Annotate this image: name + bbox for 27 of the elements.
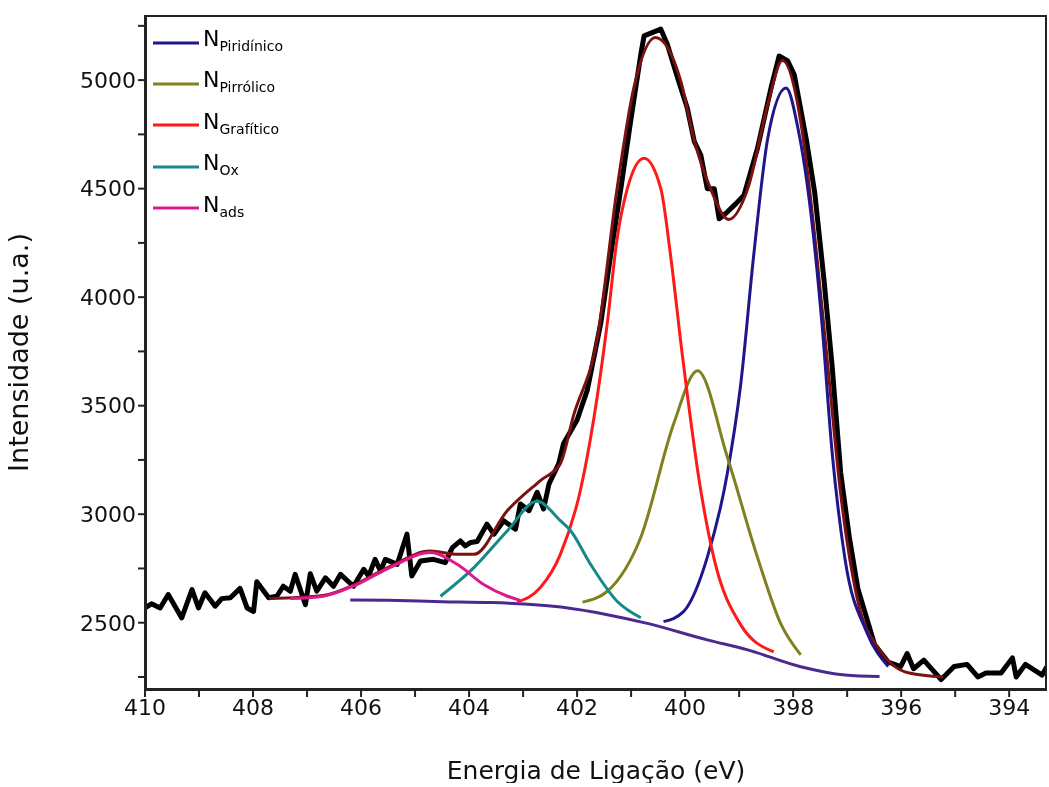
x-tick-label: 402: [556, 694, 599, 720]
y-tick-label: 5000: [80, 67, 136, 93]
legend-label: N$_{Grafítico}$: [203, 107, 280, 140]
x-tick-label: 406: [340, 694, 383, 720]
line-series: [581, 369, 803, 657]
line-series: [348, 598, 882, 679]
legend-label: N$_{Pirrólico}$: [203, 66, 276, 98]
y-tick-label: 3500: [80, 393, 136, 419]
x-tick-label: 410: [124, 694, 166, 720]
line-series: [515, 156, 776, 654]
y-tick-label: 4000: [80, 284, 136, 310]
legend-label: N$_{Piridínico}$: [203, 25, 283, 57]
x-tick-label: 394: [988, 694, 1031, 720]
legend-label: N$_{Ox}$: [203, 149, 239, 181]
x-tick-label: 404: [448, 694, 491, 720]
x-tick-label: 398: [772, 694, 815, 720]
y-tick-label: 3000: [80, 502, 136, 528]
line-series: [662, 86, 890, 669]
line-series: [288, 551, 522, 602]
x-tick-label: 408: [232, 694, 275, 720]
y-tick-label: 4500: [80, 176, 136, 202]
line-series: [438, 499, 643, 620]
x-tick-label: 400: [664, 694, 707, 720]
legend-label: N$_{ads}$: [203, 190, 245, 222]
y-tick-label: 2500: [80, 610, 136, 636]
x-tick-label: 396: [880, 694, 923, 720]
y-axis-title: Intensidade (u.a.): [2, 233, 34, 472]
